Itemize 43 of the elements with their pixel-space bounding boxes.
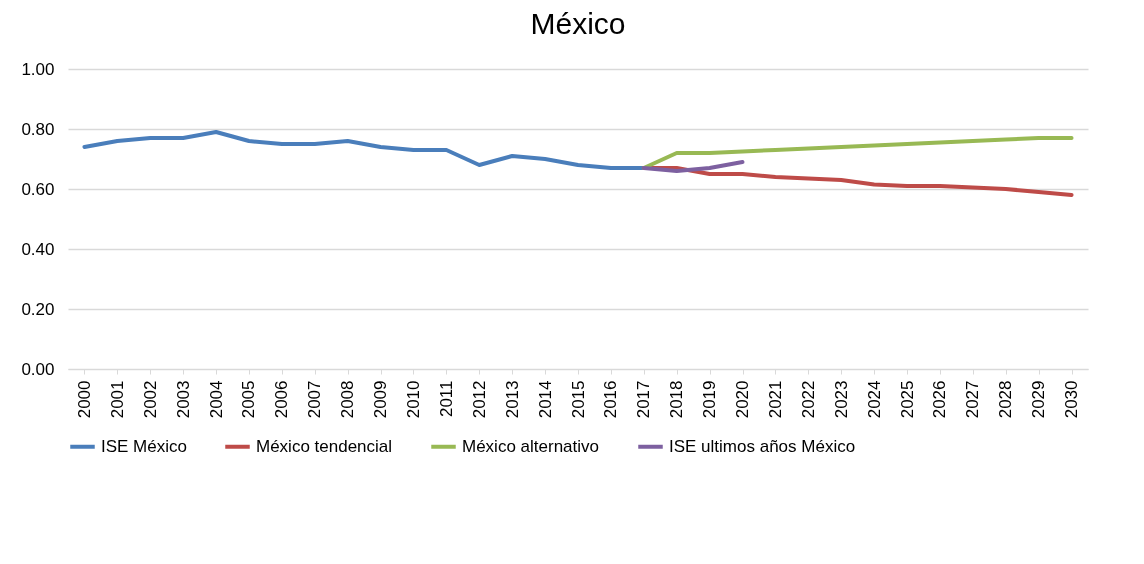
x-tick-label: 2026 [930,380,950,419]
x-tick-label: 2030 [1062,380,1082,419]
x-tick-label: 2005 [239,380,259,419]
x-tick-label: 2002 [140,380,160,419]
x-tick-label: 2001 [107,380,127,419]
x-tick-label: 2007 [305,380,325,419]
x-tick-label: 2024 [864,380,884,419]
legend-label: ISE México [101,436,187,456]
y-tick-label: 0.80 [21,119,55,139]
x-tick-label: 2025 [897,380,917,419]
x-tick-label: 2018 [667,380,687,419]
x-tick-label: 2015 [568,380,588,419]
x-tick-label: 2017 [634,380,654,419]
x-tick-label: 2010 [403,380,423,419]
x-tick-label: 2000 [74,380,94,419]
x-tick-label: 2006 [272,380,292,419]
x-tick-label: 2029 [1029,380,1049,419]
x-tick-label: 2004 [206,380,226,419]
legend-label: México tendencial [256,436,393,456]
x-tick-label: 2011 [436,380,456,418]
x-tick-label: 2014 [535,380,555,419]
y-tick-label: 0.40 [21,239,55,259]
legend-label: México alternativo [462,436,600,456]
line-series [641,136,1074,170]
x-tick-label: 2012 [469,380,489,419]
x-tick-label: 2009 [371,380,391,419]
x-tick-label: 2027 [963,380,983,419]
x-tick-label: 2022 [798,380,818,419]
y-tick-label: 0.00 [21,359,55,379]
y-tick-label: 0.20 [21,299,55,319]
chart-title: México [530,7,626,40]
x-tick-label: 2023 [831,380,851,419]
y-tick-label: 0.60 [21,179,55,199]
x-tick-label: 2008 [338,380,358,419]
x-tick-label: 2019 [700,380,720,419]
x-tick-label: 2020 [733,380,753,419]
x-tick-label: 2016 [601,380,621,419]
y-tick-label: 1.00 [21,59,55,79]
x-tick-label: 2003 [173,380,193,419]
x-tick-label: 2021 [765,380,785,419]
legend-label: ISE ultimos años México [669,436,856,456]
x-tick-label: 2013 [502,380,522,419]
x-tick-label: 2028 [996,380,1016,419]
